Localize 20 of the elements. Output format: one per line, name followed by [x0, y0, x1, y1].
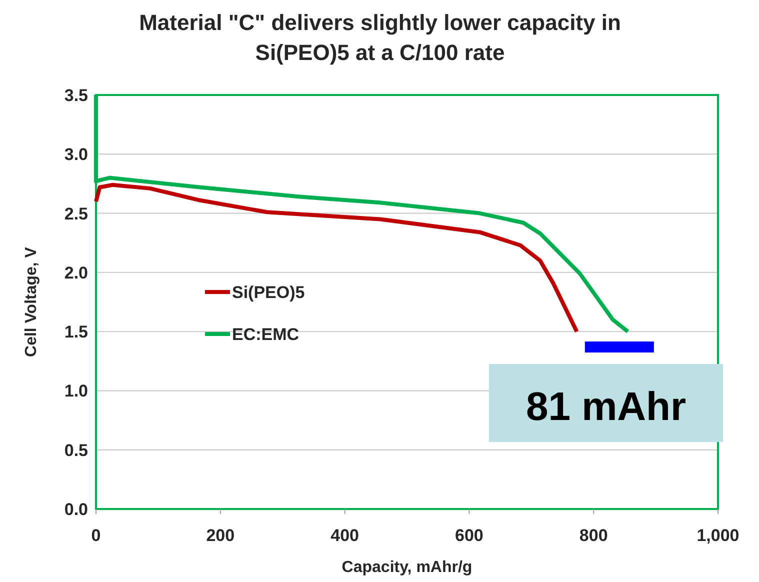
y-tick-label: 3.5: [64, 86, 88, 105]
x-tick-label: 1,000: [696, 526, 740, 545]
legend-label: EC:EMC: [232, 325, 300, 344]
x-tick-label: 400: [330, 526, 359, 545]
chart-title: Material "C" delivers slightly lower capacity in Si(PEO)5 at a C/100 rate: [139, 10, 621, 65]
x-tick-label: 0: [91, 526, 101, 545]
y-tick-label: 3.0: [64, 145, 88, 164]
y-axis-title: Cell Voltage, V: [23, 246, 40, 357]
y-tick-label: 0.5: [64, 440, 88, 460]
x-tick-label: 800: [579, 526, 608, 545]
y-tick-label: 2.5: [64, 204, 88, 224]
legend-label: Si(PEO)5: [232, 283, 305, 302]
y-tick-label: 2.0: [64, 263, 88, 282]
y-tick-label: 1.0: [64, 382, 88, 401]
x-axis-title: Capacity, mAhr/g: [342, 559, 472, 576]
x-tick-label: 200: [206, 526, 235, 545]
y-tick-label: 1.5: [64, 322, 88, 342]
x-tick-label: 600: [455, 526, 484, 545]
annotation: 81 mAhr: [526, 385, 686, 429]
y-tick-label: 0.0: [64, 500, 88, 519]
